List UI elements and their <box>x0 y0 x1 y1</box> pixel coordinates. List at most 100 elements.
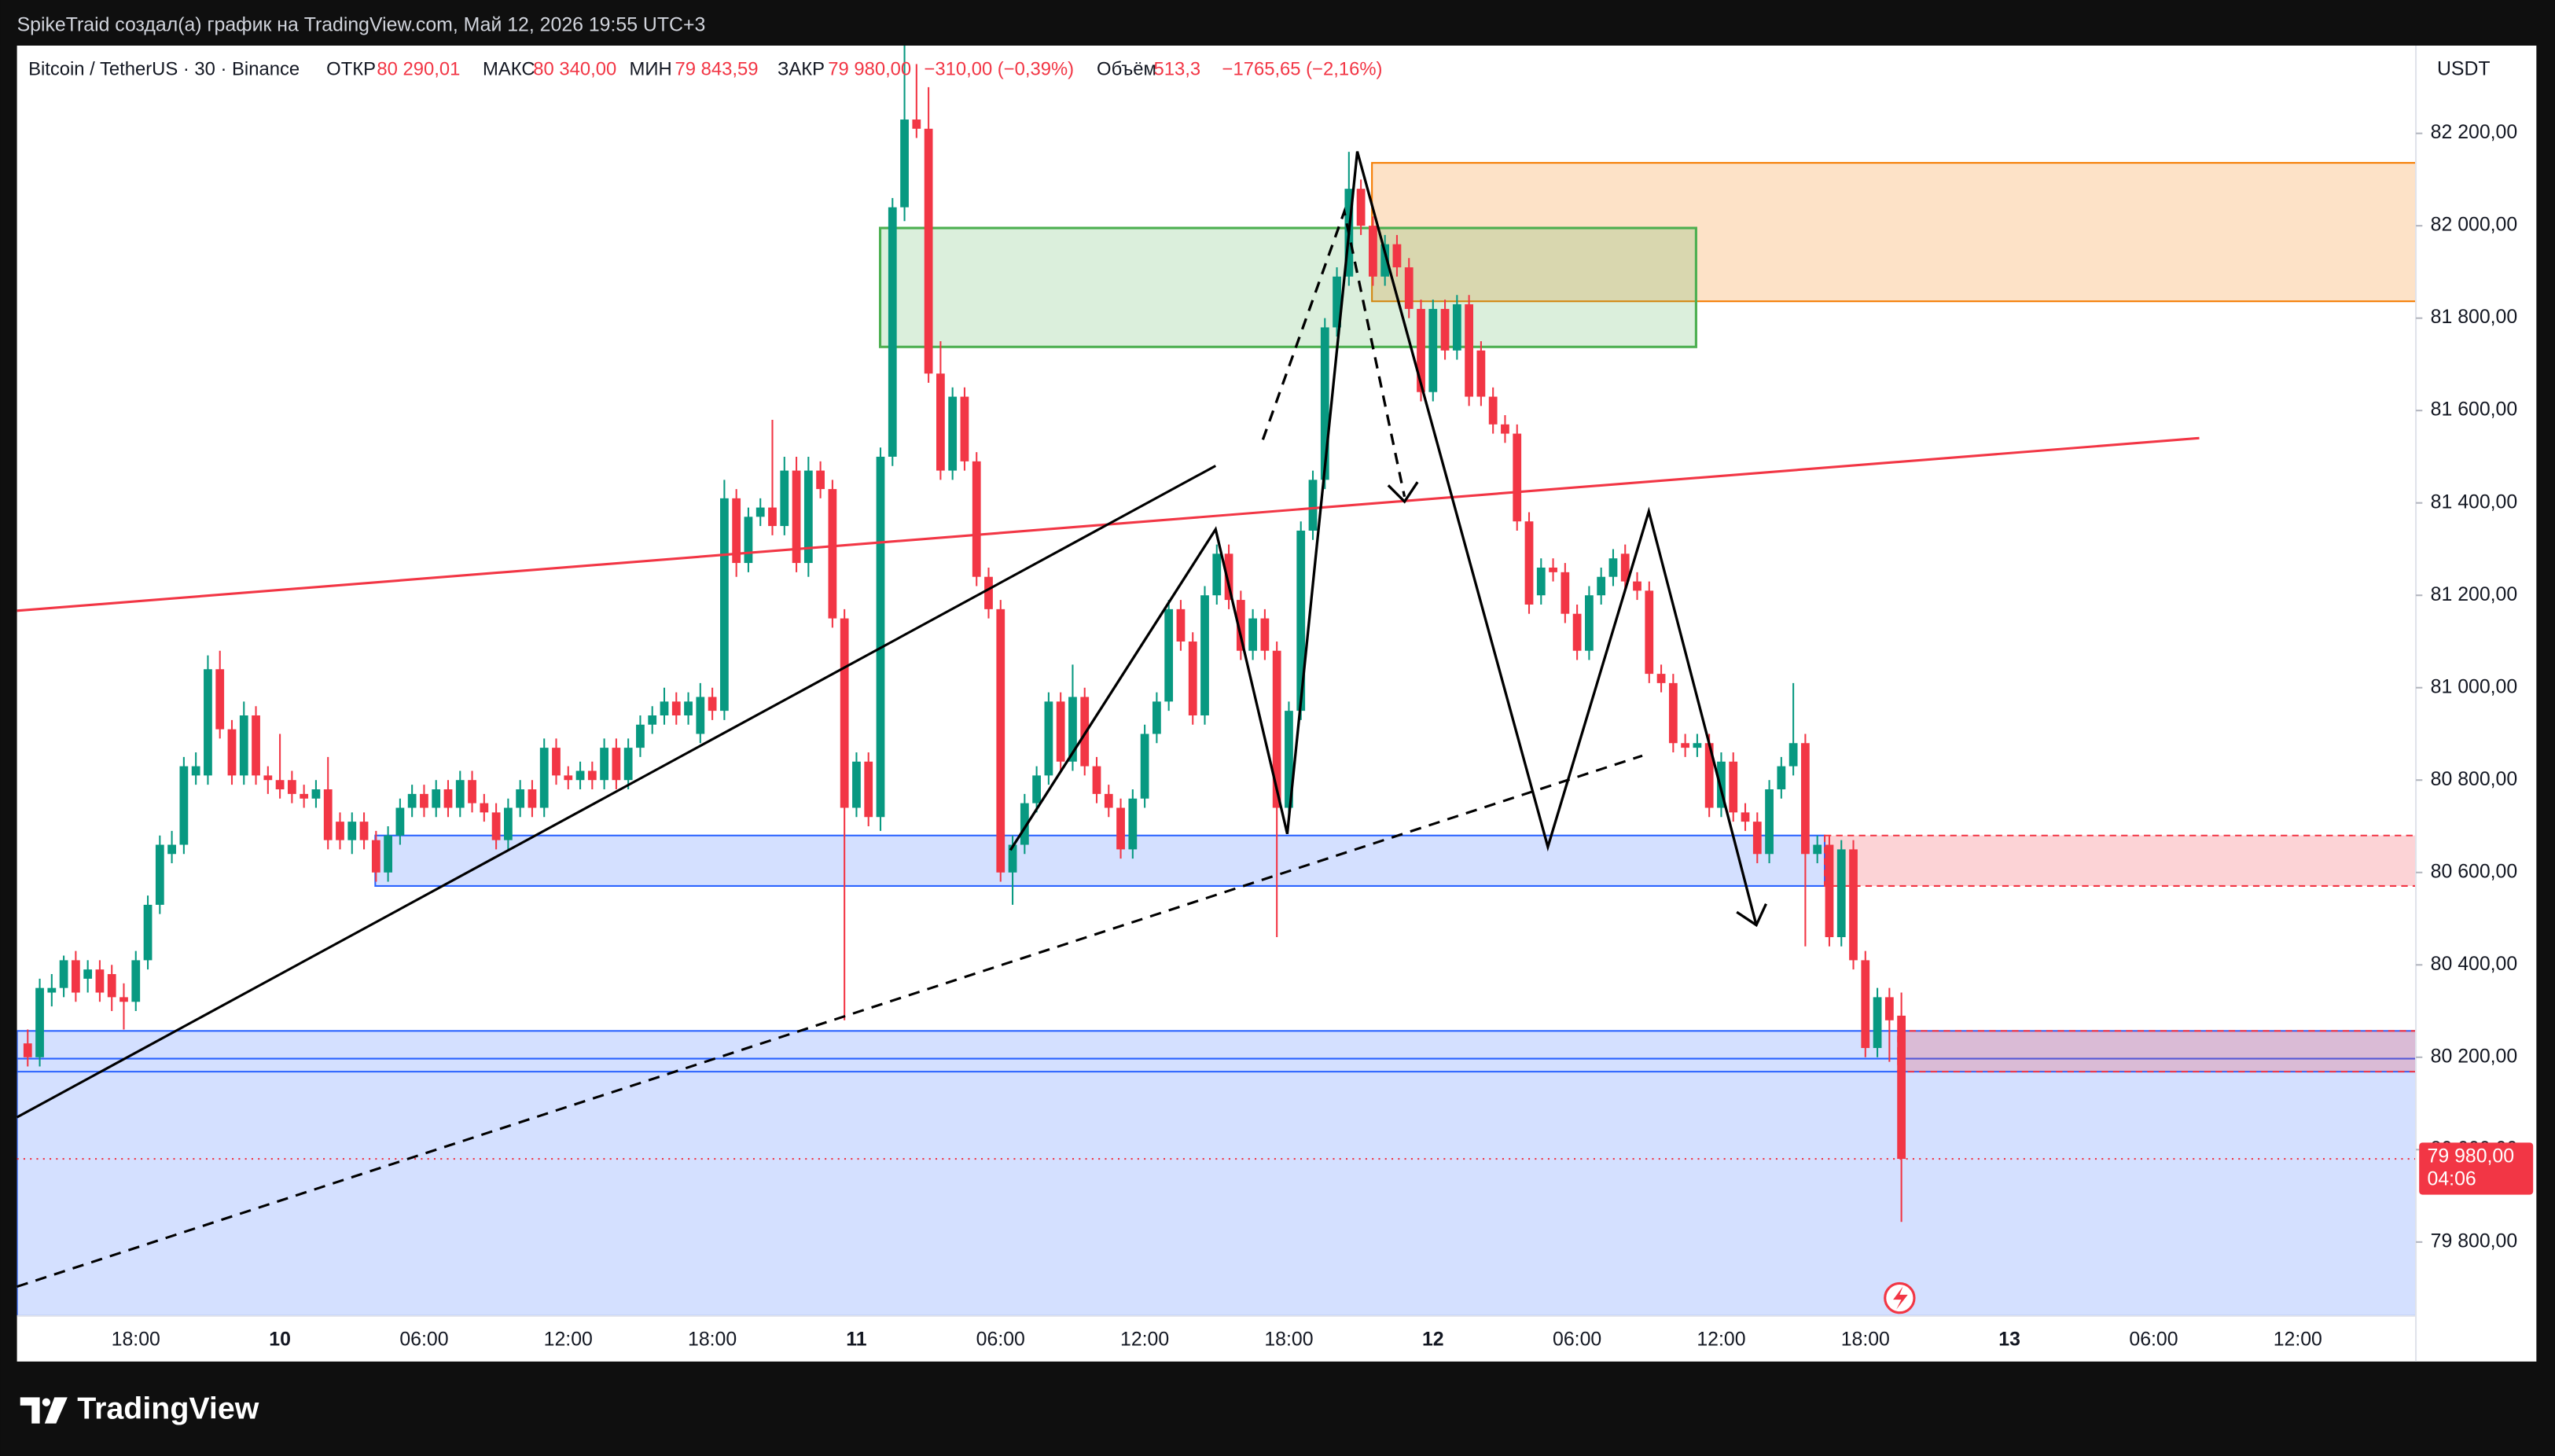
candle-body <box>23 1043 32 1057</box>
candle-body <box>852 761 861 808</box>
symbol: Bitcoin / TetherUS · 30 · Binance <box>28 58 300 79</box>
candle-body <box>204 669 212 776</box>
y-tick-label: 82 200,00 <box>2431 122 2518 143</box>
candle-body <box>1488 396 1498 425</box>
candle-body <box>95 969 105 993</box>
candle-body <box>1777 766 1786 790</box>
volume-change: −1765,65 (−2,16%) <box>1222 58 1383 79</box>
y-tick-label: 81 200,00 <box>2431 584 2518 605</box>
candle-body <box>960 396 969 461</box>
x-tick-label: 12:00 <box>1697 1329 1745 1350</box>
candle-body <box>1308 480 1318 531</box>
candle-body <box>780 470 789 527</box>
candle-body <box>1825 844 1834 938</box>
y-tick-label: 81 000,00 <box>2431 676 2518 697</box>
candle-body <box>311 789 321 799</box>
legend: Bitcoin / TetherUS · 30 · Binance ОТКР 8… <box>28 58 1382 79</box>
x-tick-label: 12:00 <box>1120 1329 1169 1350</box>
candle-body <box>455 780 465 808</box>
overlays <box>17 151 2200 1314</box>
candle-body <box>215 669 225 730</box>
candle-body <box>1668 682 1678 744</box>
candle-body <box>648 715 657 725</box>
candle-body <box>1861 960 1870 1049</box>
candle-body <box>59 960 68 988</box>
brand: TradingView <box>20 1391 259 1425</box>
candle-body <box>948 396 958 471</box>
candle-body <box>1020 803 1029 845</box>
candle-body <box>587 770 597 781</box>
zigzag-path <box>1009 151 1758 926</box>
candle-body <box>612 748 621 781</box>
candle-body <box>684 701 693 715</box>
y-tick-label: 79 800,00 <box>2431 1230 2518 1252</box>
candle-body <box>1417 308 1425 392</box>
y-tick-label: 80 800,00 <box>2431 769 2518 790</box>
x-tick-label: 06:00 <box>399 1329 448 1350</box>
candle-body <box>792 470 801 564</box>
candle-body <box>131 960 141 1002</box>
candle-body <box>1188 641 1197 715</box>
author-line: SpikeTraid создал(а) график на TradingVi… <box>17 15 706 36</box>
candle-body <box>1428 308 1438 392</box>
x-tick-label: 18:00 <box>1841 1329 1890 1350</box>
candle-body <box>1765 789 1774 855</box>
arrow-head <box>1387 481 1419 504</box>
candle-body <box>1032 775 1041 803</box>
y-tick-label: 80 600,00 <box>2431 861 2518 882</box>
candle-body <box>1008 844 1017 873</box>
candle-body <box>384 835 392 873</box>
drawings <box>17 162 2417 1316</box>
candle-body <box>71 960 80 993</box>
candle-body <box>1392 244 1402 268</box>
x-tick-label: 18:00 <box>688 1329 737 1350</box>
volume-value: 513,3 <box>1154 58 1201 79</box>
candle-body <box>359 822 369 840</box>
candle-body <box>1404 267 1414 309</box>
candle-body <box>1104 793 1113 808</box>
candle-body <box>143 904 153 961</box>
candle-body <box>179 766 189 845</box>
supply-zone <box>1371 162 2417 303</box>
candle-body <box>719 498 729 711</box>
candle-body <box>828 489 837 619</box>
candle-body <box>600 748 608 781</box>
y-tick-label: 81 400,00 <box>2431 491 2518 513</box>
candle-body <box>35 987 44 1057</box>
candle-body <box>816 470 825 490</box>
candle-body <box>744 517 753 564</box>
low-label: МИН <box>630 58 672 79</box>
x-tick-label: 06:00 <box>2129 1329 2178 1350</box>
high-label: МАКС <box>483 58 535 79</box>
candle-body <box>1176 609 1186 642</box>
candle-body <box>1597 576 1606 596</box>
candle-body <box>1200 595 1209 715</box>
candle-body <box>984 576 993 609</box>
candle-body <box>191 766 200 776</box>
candle-body <box>1272 650 1281 808</box>
arrow-head <box>1736 903 1767 928</box>
candle-body <box>1164 609 1174 702</box>
candle-body <box>1333 276 1341 328</box>
x-tick-label: 12:00 <box>544 1329 593 1350</box>
candle-body <box>167 844 176 855</box>
candle-body <box>468 780 476 803</box>
candle-body <box>1729 761 1738 813</box>
high-value: 80 340,00 <box>533 58 616 79</box>
x-tick-label: 06:00 <box>976 1329 1025 1350</box>
candle-body <box>1320 327 1329 480</box>
last-price-box <box>2419 1142 2534 1195</box>
x-tick-label: 18:00 <box>1264 1329 1313 1350</box>
candle-body <box>1549 567 1557 572</box>
candle-body <box>155 844 164 905</box>
candle-body <box>996 609 1005 873</box>
candle-body <box>1741 812 1750 822</box>
x-tick-label: 18:00 <box>112 1329 160 1350</box>
candle-body <box>1561 572 1570 614</box>
candle-body <box>1813 844 1822 855</box>
candle-body <box>1380 244 1390 277</box>
candle-body <box>263 775 273 781</box>
candle-body <box>924 128 933 374</box>
